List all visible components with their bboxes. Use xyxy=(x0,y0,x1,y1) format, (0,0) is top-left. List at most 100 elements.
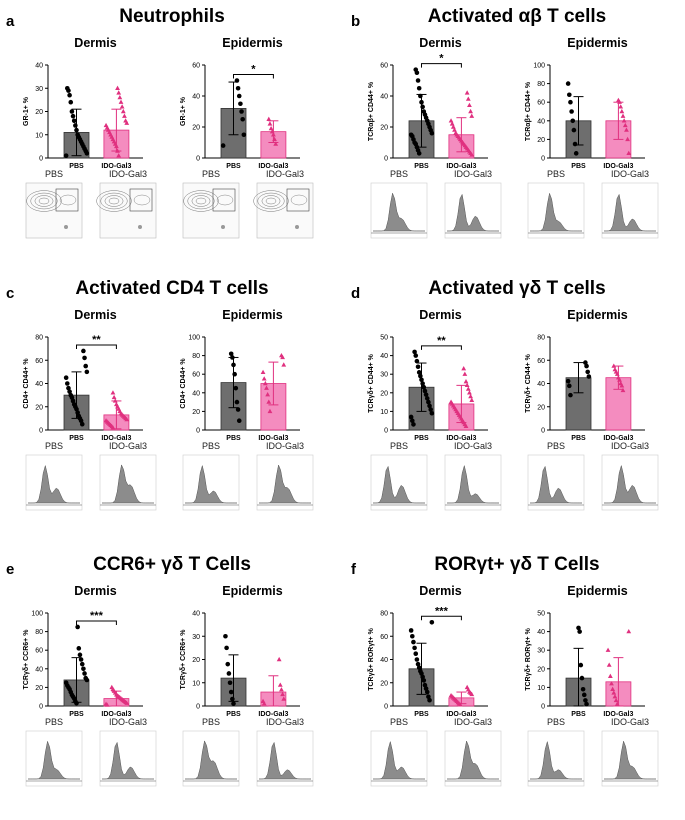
significance-bracket xyxy=(421,63,462,68)
flow-plot xyxy=(25,182,83,239)
x-category-label: IDO-Gal3 xyxy=(446,163,476,170)
flow-frame xyxy=(99,182,157,239)
data-point xyxy=(415,78,421,83)
data-point xyxy=(453,130,459,135)
data-point xyxy=(122,113,127,118)
data-point xyxy=(103,418,109,423)
data-point xyxy=(103,122,109,128)
data-point xyxy=(230,696,235,702)
flow-plot xyxy=(182,730,240,787)
y-tick-label: 0 xyxy=(39,704,43,711)
gate xyxy=(212,188,236,212)
data-point xyxy=(584,363,589,369)
y-tick-label: 30 xyxy=(35,86,43,93)
data-point xyxy=(84,369,90,375)
y-tick-label: 20 xyxy=(380,680,388,687)
contour-line xyxy=(253,190,289,212)
data-point xyxy=(611,363,617,368)
data-point xyxy=(271,132,276,137)
data-point xyxy=(67,389,72,394)
data-point xyxy=(267,121,273,126)
data-point xyxy=(67,92,72,98)
x-category-label: PBS xyxy=(226,711,241,718)
data-point xyxy=(465,687,471,692)
histogram-peak xyxy=(259,464,311,504)
y-axis-label: TCRαβ+ CD44+ % xyxy=(525,81,532,141)
data-point xyxy=(613,369,619,374)
data-point xyxy=(70,398,76,404)
data-point xyxy=(116,153,122,158)
data-point xyxy=(467,689,472,694)
data-point xyxy=(579,675,585,681)
y-tick-label: 10 xyxy=(380,409,388,416)
y-tick-label: 100 xyxy=(533,63,545,70)
data-point xyxy=(68,99,74,105)
panel-title: CCR6+ γδ T Cells xyxy=(93,554,251,575)
data-point xyxy=(112,141,118,146)
data-point xyxy=(103,701,109,706)
data-point xyxy=(606,662,612,667)
contour-line xyxy=(34,195,54,207)
data-point xyxy=(462,371,468,376)
data-point xyxy=(567,383,572,389)
data-point xyxy=(124,120,130,125)
event-cluster xyxy=(64,225,68,229)
y-axis-label: GR-1+ % xyxy=(23,96,30,126)
data-point xyxy=(77,652,83,658)
data-point xyxy=(235,407,241,412)
chart-subtitle: Epidermis xyxy=(222,308,282,322)
x-category-label: IDO-Gal3 xyxy=(101,711,131,718)
y-tick-label: 30 xyxy=(537,648,545,655)
data-point xyxy=(421,678,427,683)
x-category-label: PBS xyxy=(69,435,84,442)
significance-label: ** xyxy=(92,334,101,346)
data-point xyxy=(465,96,471,101)
gate xyxy=(55,188,79,212)
data-point xyxy=(586,374,592,379)
data-point xyxy=(571,127,577,133)
contour-line xyxy=(290,194,308,206)
significance-label: * xyxy=(251,64,256,76)
contour-line xyxy=(26,190,62,212)
data-point xyxy=(241,132,247,138)
significance-bracket xyxy=(233,74,274,79)
y-tick-label: 20 xyxy=(537,137,545,144)
data-point xyxy=(65,381,70,386)
data-point xyxy=(607,673,613,678)
y-tick-label: 40 xyxy=(537,381,545,388)
x-category-label: PBS xyxy=(414,435,429,442)
data-point xyxy=(584,701,589,707)
data-point xyxy=(416,370,422,375)
data-point xyxy=(261,701,267,706)
data-point xyxy=(419,99,424,105)
x-category-label: PBS xyxy=(571,435,586,442)
data-point xyxy=(616,97,621,103)
data-point xyxy=(610,686,616,691)
flow-label: PBS xyxy=(45,169,63,179)
data-point xyxy=(411,422,416,427)
data-point xyxy=(613,697,619,703)
y-tick-label: 10 xyxy=(35,132,43,139)
contour-line xyxy=(216,194,234,206)
x-category-label: PBS xyxy=(571,711,586,718)
flow-label: IDO-Gal3 xyxy=(454,169,492,179)
data-point xyxy=(619,108,625,114)
data-point xyxy=(620,113,626,118)
data-point xyxy=(412,349,417,355)
data-point xyxy=(626,150,632,156)
flow-frame xyxy=(25,182,83,239)
panel-title: Neutrophils xyxy=(119,6,225,27)
data-point xyxy=(448,399,454,404)
data-point xyxy=(267,408,273,414)
data-point xyxy=(617,377,622,382)
flow-label: PBS xyxy=(45,441,63,451)
significance-bracket xyxy=(76,620,117,625)
data-point xyxy=(260,369,266,375)
contour-line xyxy=(38,197,50,205)
data-point xyxy=(68,392,74,398)
data-point xyxy=(583,360,588,365)
data-point xyxy=(413,651,419,656)
data-point xyxy=(63,153,69,158)
y-tick-label: 0 xyxy=(541,428,545,435)
